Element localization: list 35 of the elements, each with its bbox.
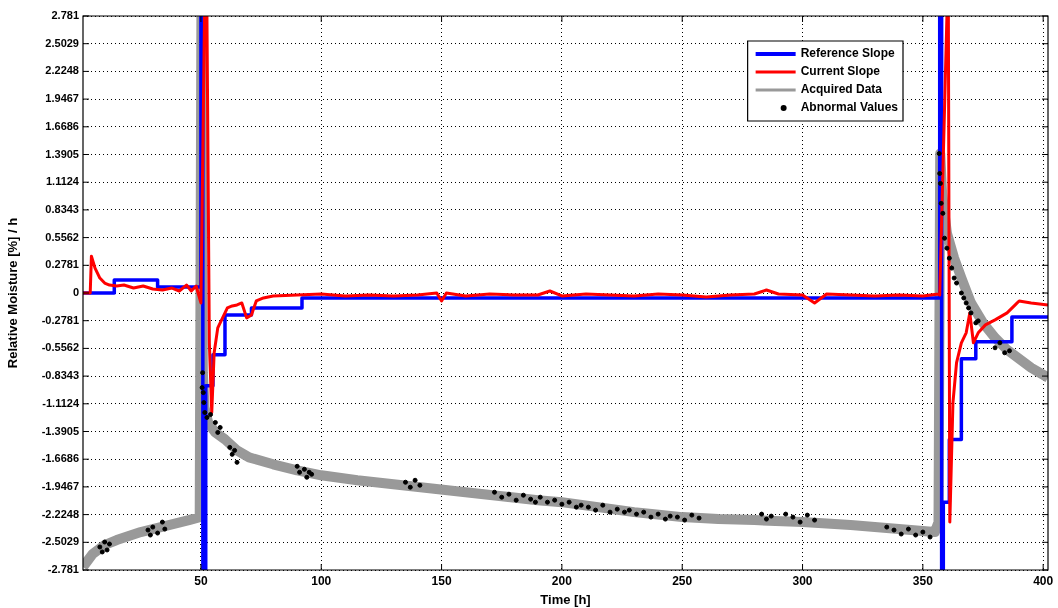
y-tick-label: -1.6686 [41,452,79,465]
y-tick-label: 1.1124 [45,175,80,188]
y-tick-label: 0.8343 [45,202,79,215]
y-tick-label: 0.5562 [45,230,79,243]
x-tick-label: 150 [431,573,452,588]
y-tick-label: -1.9467 [41,479,79,492]
y-tick-label: 0 [72,286,79,299]
x-tick-label: 350 [912,573,934,588]
legend-label: Current Slope [800,64,881,79]
y-tick-label: 1.6686 [45,119,79,132]
y-tick-label: 0.2781 [45,258,79,271]
legend-label: Abnormal Values [800,100,899,115]
x-tick-label: 250 [672,573,693,588]
x-tick-label: 200 [551,573,573,588]
y-tick-label: -1.1124 [42,396,80,409]
y-axis-title: Relative Moisture [%] / h [5,217,21,369]
x-tick-label: 100 [311,573,332,588]
x-tick-label: 400 [1033,573,1054,588]
legend-label: Acquired Data [800,82,883,97]
x-tick-label: 300 [792,573,813,588]
y-tick-label: -0.8343 [41,369,79,382]
y-tick-label: -0.2781 [41,313,79,326]
y-tick-label: -0.5562 [41,341,79,354]
y-tick-label: 2.5029 [45,36,79,49]
y-tick-label: -1.3905 [41,424,79,437]
y-tick-label: 2.781 [51,9,79,22]
y-tick-label: -2.2248 [41,507,79,520]
y-tick-label: -2.5029 [41,535,79,548]
x-tick-label: 50 [194,573,208,588]
x-axis-title: Time [h] [540,591,591,607]
y-tick-label: -2.781 [47,563,79,576]
y-tick-label: 1.3905 [45,147,79,160]
legend-label: Reference Slope [800,46,895,61]
y-tick-label: 2.2248 [45,64,79,77]
y-tick-label: 1.9467 [45,92,79,105]
